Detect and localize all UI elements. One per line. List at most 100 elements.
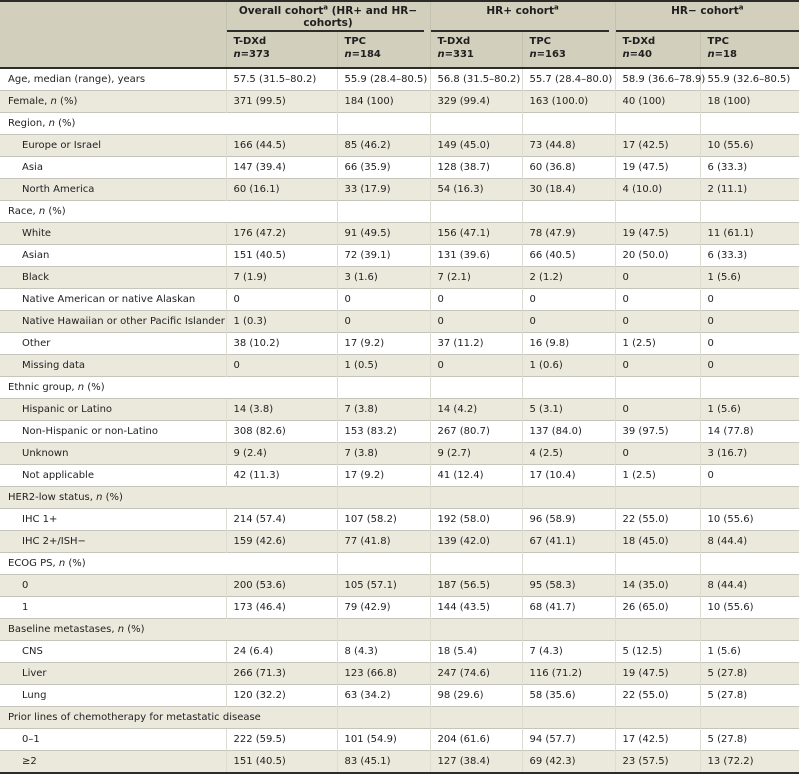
value-cell: 5 (3.1)	[521, 398, 616, 421]
value-cell	[521, 376, 616, 399]
row-label: IHC 2+/ISH−	[0, 530, 226, 553]
row-label: IHC 1+	[0, 508, 226, 531]
value-cell	[614, 376, 701, 399]
value-cell: 19 (47.5)	[614, 156, 701, 179]
value-cell: 0	[336, 310, 431, 333]
value-cell: 17 (10.4)	[521, 464, 616, 487]
table-row: 0–1 222 (59.5) 101 (54.9) 204 (61.6) 94 (57.…	[0, 728, 799, 751]
value-cell: 127 (38.4)	[429, 750, 523, 773]
value-cell: 151 (40.5)	[225, 244, 337, 267]
column-header: TPC n=184	[336, 32, 431, 69]
value-cell: 8 (4.3)	[336, 640, 431, 663]
value-cell: 85 (46.2)	[336, 134, 431, 157]
value-cell: 0	[699, 354, 799, 377]
value-cell: 214 (57.4)	[225, 508, 337, 531]
value-cell: 166 (44.5)	[225, 134, 337, 157]
value-cell: 105 (57.1)	[336, 574, 431, 597]
value-cell: 371 (99.5)	[225, 90, 337, 113]
value-cell: 68 (41.7)	[521, 596, 616, 619]
value-cell: 0	[225, 354, 337, 377]
value-cell: 58.9 (36.6–78.9)	[614, 68, 705, 91]
column-header: T-DXd n=373	[225, 32, 337, 69]
value-cell: 308 (82.6)	[225, 420, 337, 443]
value-cell: 4 (10.0)	[614, 178, 701, 201]
value-cell: 173 (46.4)	[225, 596, 337, 619]
table-row: White 176 (47.2) 91 (49.5) 156 (47.1) 78 (47…	[0, 222, 799, 245]
value-cell: 187 (56.5)	[429, 574, 523, 597]
value-cell: 1 (2.5)	[614, 464, 701, 487]
value-cell: 79 (42.9)	[336, 596, 431, 619]
value-cell: 7 (3.8)	[336, 398, 431, 421]
table-row: Black 7 (1.9) 3 (1.6) 7 (2.1) 2 (1.2) 0 1 (5.6…	[0, 266, 799, 289]
value-cell	[699, 376, 799, 399]
table-row: 0 200 (53.6) 105 (57.1) 187 (56.5) 95 (58.3)…	[0, 574, 799, 597]
section-row: Baseline metastases, n (%)	[0, 618, 799, 641]
value-cell: 41 (12.4)	[429, 464, 523, 487]
value-cell: 30 (18.4)	[521, 178, 616, 201]
table-row: Age, median (range), years 57.5 (31.5–80.…	[0, 68, 799, 91]
value-cell: 94 (57.7)	[521, 728, 616, 751]
value-cell: 192 (58.0)	[429, 508, 523, 531]
row-label: Asian	[0, 244, 226, 267]
value-cell: 7 (3.8)	[336, 442, 431, 465]
section-row-label: ECOG PS, n (%)	[0, 552, 337, 575]
value-cell: 55.9 (32.6–80.5)	[699, 68, 799, 91]
value-cell: 16 (9.8)	[521, 332, 616, 355]
row-label: ≥2	[0, 750, 226, 773]
column-group-header: Overall cohorta (HR+ and HR− cohorts)	[225, 1, 431, 32]
value-cell: 200 (53.6)	[225, 574, 337, 597]
value-cell: 329 (99.4)	[429, 90, 523, 113]
table-row: Hispanic or Latino 14 (3.8) 7 (3.8) 14 (4.2…	[0, 398, 799, 421]
value-cell: 22 (55.0)	[614, 508, 701, 531]
row-label: 0–1	[0, 728, 226, 751]
value-cell: 159 (42.6)	[225, 530, 337, 553]
value-cell: 1 (0.3)	[225, 310, 337, 333]
value-cell: 204 (61.6)	[429, 728, 523, 751]
value-cell: 18 (100)	[699, 90, 799, 113]
value-cell	[699, 112, 799, 135]
value-cell: 151 (40.5)	[225, 750, 337, 773]
value-cell: 33 (17.9)	[336, 178, 431, 201]
value-cell	[336, 552, 431, 575]
value-cell	[521, 618, 616, 641]
column-header: T-DXd n=331	[429, 32, 523, 69]
value-cell	[614, 486, 701, 509]
table-row: CNS 24 (6.4) 8 (4.3) 18 (5.4) 7 (4.3) 5 (12.5…	[0, 640, 799, 663]
value-cell: 18 (5.4)	[429, 640, 523, 663]
value-cell	[699, 486, 799, 509]
value-cell	[336, 706, 431, 729]
row-label: 1	[0, 596, 226, 619]
value-cell: 14 (35.0)	[614, 574, 701, 597]
section-row-label: HER2-low status, n (%)	[0, 486, 337, 509]
value-cell	[521, 200, 616, 223]
value-cell: 11 (61.1)	[699, 222, 799, 245]
value-cell: 60 (36.8)	[521, 156, 616, 179]
table-row: Other 38 (10.2) 17 (9.2) 37 (11.2) 16 (9.8) 1…	[0, 332, 799, 355]
value-cell: 7 (1.9)	[225, 266, 337, 289]
table-row: ≥2 151 (40.5) 83 (45.1) 127 (38.4) 69 (42.3)…	[0, 750, 799, 773]
value-cell	[429, 112, 523, 135]
treatment-arm-label: T-DXd	[437, 36, 471, 47]
value-cell: 55.9 (28.4–80.5)	[336, 68, 431, 91]
table-body: Age, median (range), years 57.5 (31.5–80.…	[0, 68, 799, 773]
value-cell: 0	[336, 288, 431, 311]
table-row: 1 173 (46.4) 79 (42.9) 144 (43.5) 68 (41.7) 2…	[0, 596, 799, 619]
value-cell: 5 (27.8)	[699, 662, 799, 685]
value-cell: 14 (77.8)	[699, 420, 799, 443]
value-cell: 0	[699, 288, 799, 311]
sample-size-label: n=184	[344, 49, 381, 60]
value-cell: 7 (4.3)	[521, 640, 616, 663]
value-cell: 10 (55.6)	[699, 134, 799, 157]
value-cell: 247 (74.6)	[429, 662, 523, 685]
table-row: Native American or native Alaskan 0 0 0 0 0 0	[0, 288, 799, 311]
value-cell: 139 (42.0)	[429, 530, 523, 553]
value-cell: 17 (9.2)	[336, 464, 431, 487]
value-cell	[521, 706, 616, 729]
row-label: Lung	[0, 684, 226, 707]
row-label: Other	[0, 332, 226, 355]
value-cell: 0	[614, 288, 701, 311]
value-cell: 5 (27.8)	[699, 684, 799, 707]
value-cell: 66 (40.5)	[521, 244, 616, 267]
value-cell: 153 (83.2)	[336, 420, 431, 443]
value-cell: 78 (47.9)	[521, 222, 616, 245]
